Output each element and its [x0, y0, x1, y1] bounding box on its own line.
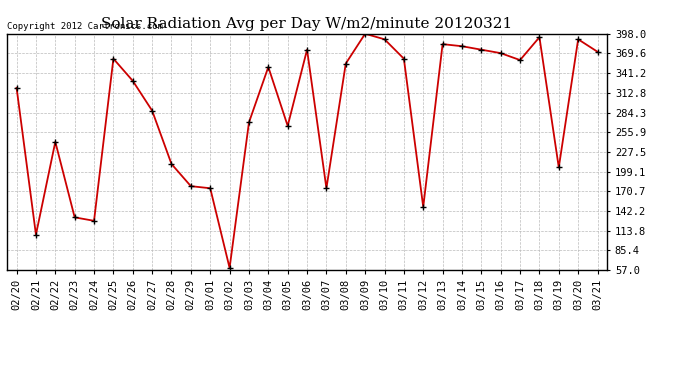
Title: Solar Radiation Avg per Day W/m2/minute 20120321: Solar Radiation Avg per Day W/m2/minute …	[101, 17, 513, 31]
Text: Copyright 2012 Cartronics.com: Copyright 2012 Cartronics.com	[7, 22, 163, 32]
